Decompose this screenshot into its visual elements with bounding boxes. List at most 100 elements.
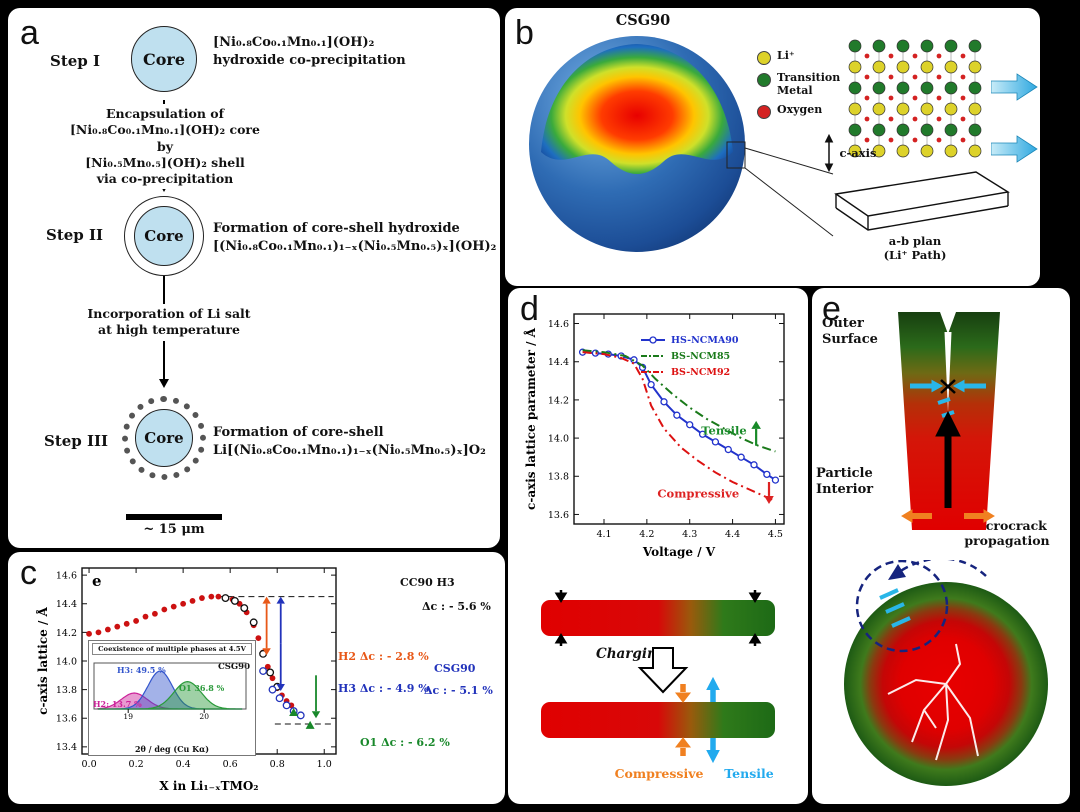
tm-ion-dot [872, 39, 886, 53]
charging-hollow-arrow-icon [637, 647, 689, 694]
legend-entry-transition-metal: Transition Metal [757, 71, 843, 97]
li-path-arrow-icon [991, 73, 1038, 101]
transition-2-text: Incorporation of Li salt at high tempera… [64, 304, 274, 341]
data-point [275, 694, 284, 703]
step-3-name: Step III [44, 432, 109, 450]
data-point [95, 629, 102, 636]
y-tick-label: 13.4 [56, 742, 77, 753]
data-point [189, 598, 196, 604]
oxygen-dot [864, 116, 870, 122]
peak-label: O1 36.8 % [179, 683, 225, 693]
oxygen-dot [936, 74, 942, 80]
data-point [255, 635, 262, 642]
x-tick-label: 0.6 [223, 759, 238, 770]
tm-ion-dot [920, 123, 934, 137]
legend-label: BS-NCM85 [671, 350, 731, 362]
li-path-arrow-icon [991, 135, 1038, 163]
chart-c-ylabel: c-axis lattice / Å [36, 606, 50, 714]
data-point [269, 675, 276, 682]
oxygen-dot [888, 74, 894, 80]
data-point [114, 623, 121, 630]
legend-label: Oxygen [777, 103, 823, 117]
li-ion-dot [896, 144, 910, 158]
li-ion-dot [920, 102, 934, 116]
delta-annotation-h2: H2 Δc : - 2.8 % [338, 650, 429, 663]
zoom-connector-lines [726, 141, 834, 237]
data-point [771, 476, 780, 484]
data-point [221, 594, 230, 602]
y-tick-label: 14.0 [56, 656, 77, 667]
slab-outline [834, 171, 1010, 231]
legend-circle [649, 336, 657, 344]
surface-region-dashed-circle [855, 560, 949, 653]
delta-annotation-cc90-value: Δc : - 5.6 % [422, 600, 491, 613]
data-point-triangle [289, 708, 299, 717]
charged-platelet [541, 702, 775, 738]
loop-dashed-arrow-head [888, 564, 906, 580]
x-tick-label: 0.8 [270, 759, 285, 770]
loop-dashed-arrow [895, 560, 987, 577]
oxygen-dot [936, 53, 942, 59]
li-ion-dot [968, 102, 982, 116]
series-line-BS-NCM92 [582, 351, 776, 503]
crack-lines [887, 643, 979, 761]
x-tick-label: 4.2 [639, 529, 654, 540]
data-point [240, 604, 249, 613]
x-tick-label: 4.4 [725, 529, 740, 540]
data-point [123, 620, 130, 627]
panel-b-letter: b [515, 14, 534, 52]
oxygen-dot [936, 95, 942, 101]
delta-annotation-h3: H3 Δc : - 4.9 % [338, 682, 429, 695]
data-point [737, 453, 745, 461]
ab-plane-label: a-b plan (Li⁺ Path) [883, 234, 947, 262]
tm-ion-dot [920, 81, 934, 95]
data-point [673, 411, 681, 419]
data-point [282, 701, 291, 710]
delta-arrow-head [262, 648, 271, 656]
oxygen-dot [888, 137, 894, 143]
tm-ion-dot [848, 81, 862, 95]
delta-annotation-cc90-title: CC90 H3 [400, 576, 455, 589]
li-ion-dot [944, 144, 958, 158]
chart-d-legend: HS-NCMA90 BS-NCM85 BS-NCM92 [640, 332, 788, 380]
legend-dot-icon [757, 51, 771, 65]
data-point [750, 461, 758, 469]
delta-arrow-head [276, 684, 285, 692]
step-1-name: Step I [50, 52, 101, 70]
li-ion-dot [968, 60, 982, 74]
core-label: Core [142, 49, 185, 69]
x-tick-label: 4.1 [596, 529, 611, 540]
step-2-caption: Formation of core-shell hydroxide [(Ni₀.… [213, 221, 497, 254]
li-ion-dot [920, 144, 934, 158]
particle-cross-section-image [529, 36, 745, 252]
connector-lines [726, 141, 834, 237]
inset-peaks-svg: 19 20 [93, 662, 247, 721]
legend-dot-icon [757, 73, 771, 87]
data-point [259, 667, 268, 675]
data-point [724, 445, 732, 454]
data-point [161, 606, 168, 613]
double-arrow [824, 134, 834, 172]
core-circle: Core [135, 409, 193, 467]
inset-title: Coexistence of multiple phases at 4.5V [92, 643, 252, 655]
particle-legend: Li⁺ Transition Metal Oxygen [757, 49, 843, 126]
data-point [152, 610, 158, 617]
step-1-core-diagram: Core [130, 25, 198, 93]
fractured-particle-diagram [844, 560, 1048, 786]
data-point [264, 663, 271, 670]
y-tick-label: 14.0 [548, 433, 569, 444]
oxygen-dot [912, 53, 918, 59]
oxygen-dot [864, 53, 870, 59]
data-point [133, 618, 139, 624]
li-ion-dot [848, 144, 862, 158]
oxygen-dot [960, 137, 966, 143]
microcrack-shape [944, 332, 952, 412]
y-tick-label: 14.4 [56, 599, 77, 610]
compressive-arrow-head [764, 495, 774, 504]
li-ion-dot [944, 102, 958, 116]
microcrack-propagation-arrow [935, 410, 961, 508]
panel-d: d c-axis lattice parameter / Å Voltage /… [508, 288, 808, 804]
y-tick-label: 14.2 [548, 395, 569, 406]
panel-e: e Outer Surface Particle Interior Microc… [812, 288, 1070, 804]
y-tick-label: 14.6 [548, 319, 569, 330]
